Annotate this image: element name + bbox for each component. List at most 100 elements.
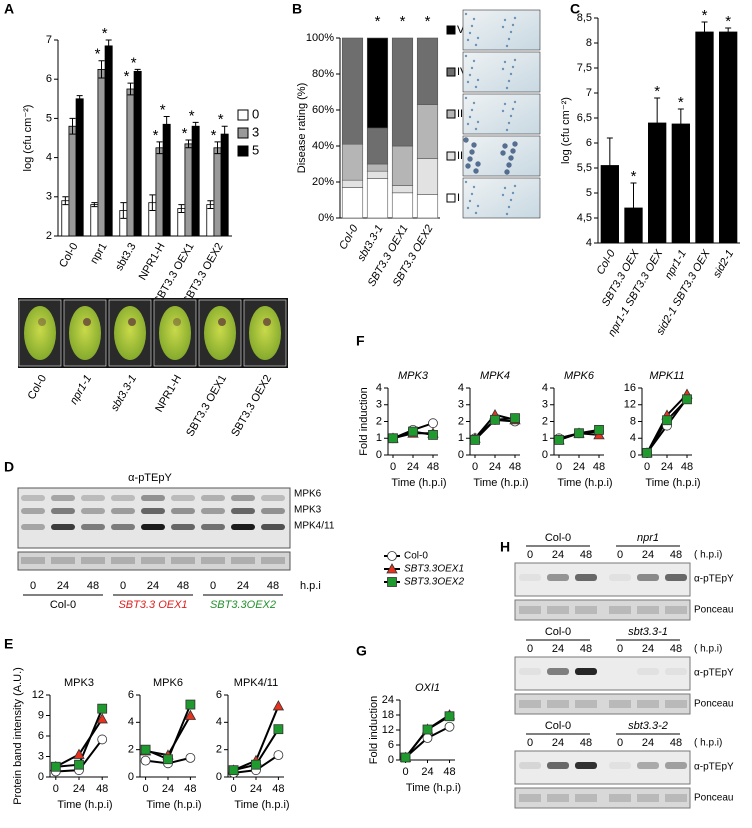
stain-dot — [505, 86, 509, 90]
x-tick-label: 0 — [472, 461, 478, 473]
band — [575, 574, 597, 581]
chart-title: MPK3 — [64, 677, 94, 689]
marker — [444, 711, 455, 722]
legend-swatch — [237, 145, 249, 157]
significance: * — [218, 111, 224, 128]
row-label: Ponceau — [694, 605, 733, 616]
bar-segment — [341, 179, 364, 188]
ponceau-band — [575, 606, 597, 614]
lane-label: 24 — [57, 580, 69, 592]
y-tick-label: 0 — [630, 449, 636, 461]
error-bar — [69, 117, 76, 135]
legend-label: Col-0 — [404, 551, 428, 562]
error-bar — [134, 68, 141, 74]
y-tick-label: 1 — [376, 432, 382, 444]
y-tick-label: 6 — [46, 73, 52, 85]
leaf — [24, 306, 56, 360]
x-tick-label: 48 — [681, 461, 693, 473]
stain-dot — [507, 37, 511, 41]
bar-segment — [366, 163, 389, 172]
row-label: α-pTEpY — [694, 762, 734, 773]
legend-label: V — [457, 24, 465, 36]
error-bar — [156, 141, 163, 155]
stain-dot — [511, 65, 515, 69]
y-tick-label: 2 — [458, 415, 464, 427]
significance: * — [160, 101, 166, 118]
y-tick-label: 8 — [630, 415, 636, 427]
y-tick-label: 2 — [46, 230, 52, 242]
y-tick-label: 5 — [46, 112, 52, 124]
y-tick-label: 3 — [458, 399, 464, 411]
significance: * — [124, 68, 130, 85]
x-axis-label: Time (h.p.i) — [406, 782, 461, 794]
lane-label: 24 — [642, 549, 654, 561]
y-tick-label: 7 — [46, 34, 52, 46]
x-axis-label: Time (h.p.i) — [57, 799, 112, 811]
lesion — [83, 318, 91, 326]
ponceau-band — [231, 557, 255, 564]
stain-dot — [510, 148, 516, 154]
y-tick-label: 6 — [216, 689, 222, 701]
y-tick-label: 0 — [376, 449, 382, 461]
stain-dot — [505, 212, 509, 216]
group-label: npr1 — [637, 532, 659, 544]
marker — [386, 563, 398, 574]
stain-dot — [470, 66, 474, 70]
stain-dot — [468, 199, 472, 203]
error-bar — [105, 39, 112, 53]
significance: * — [375, 13, 381, 30]
marker — [444, 721, 455, 732]
y-tick-label: 0 — [458, 449, 464, 461]
band — [575, 762, 597, 769]
lesion — [38, 318, 46, 326]
blot — [17, 487, 291, 549]
y-tick-label: 40% — [312, 140, 334, 152]
band — [21, 495, 45, 501]
bar — [155, 147, 164, 237]
y-tick-label: 8 — [586, 37, 592, 49]
ponceau-band — [665, 794, 687, 802]
marker — [184, 709, 197, 720]
band — [21, 524, 45, 530]
marker — [387, 551, 397, 561]
significance: * — [211, 127, 217, 144]
stain-dot — [509, 30, 513, 34]
bar-segment — [391, 192, 414, 219]
stain-dot — [513, 16, 517, 20]
stain-dot — [464, 12, 468, 16]
band — [261, 495, 285, 501]
lane-label: 24 — [552, 737, 564, 749]
y-axis-label: Fold induction — [358, 387, 370, 456]
stain-dot — [512, 141, 518, 147]
stain-dot — [508, 155, 514, 161]
stain-dot — [468, 73, 472, 77]
error-bar — [606, 137, 613, 194]
leaf — [159, 306, 191, 360]
y-tick-label: 80% — [312, 68, 334, 80]
band — [21, 508, 45, 514]
marker — [490, 414, 500, 425]
stain-dot — [473, 168, 479, 174]
x-tick-label: Col-0 — [594, 247, 618, 277]
lane-label: 0 — [617, 549, 623, 561]
x-tick-label: 24 — [73, 783, 85, 795]
stain-dot — [503, 102, 507, 106]
band — [575, 668, 597, 675]
error-bar — [725, 27, 732, 37]
y-tick-label: 12 — [624, 399, 636, 411]
x-tick-label: 48 — [427, 461, 439, 473]
x-tick-label: 24 — [489, 461, 501, 473]
legend-swatch — [446, 67, 456, 77]
y-tick-label: 18 — [382, 709, 394, 721]
unit-label: ( h.p.i) — [694, 644, 722, 655]
y-tick-label: 12 — [32, 689, 44, 701]
stain-dot — [509, 198, 513, 202]
stain-dot — [476, 78, 480, 82]
stain-dot — [509, 72, 513, 76]
legend-label: 5 — [252, 142, 259, 157]
marker — [140, 744, 151, 755]
stain-dot — [464, 96, 468, 100]
row-label: α-pTEpY — [694, 668, 734, 679]
error-bar — [185, 139, 192, 149]
bar — [220, 133, 229, 237]
